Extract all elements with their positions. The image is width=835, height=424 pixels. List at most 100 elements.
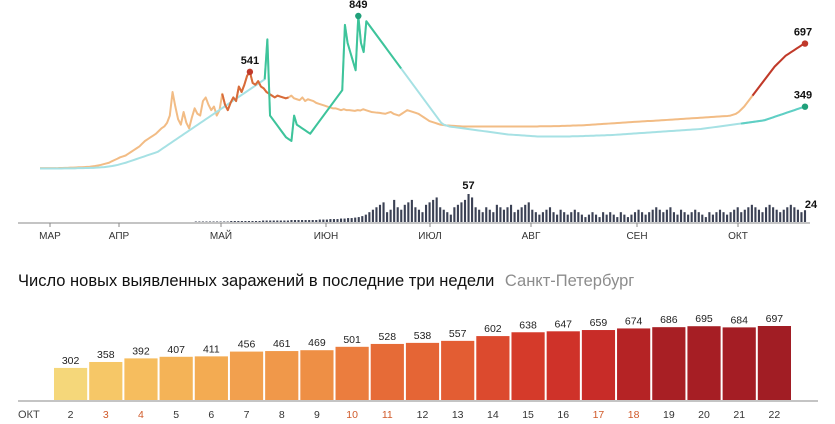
top-bar (329, 219, 332, 222)
bottom-x-tick-label: 2 (68, 409, 74, 421)
top-bar (740, 212, 743, 222)
top-callout-dot (355, 12, 362, 20)
chart-title: Число новых выявленных заражений в после… (18, 272, 495, 290)
top-bar (265, 220, 268, 222)
bottom-bar (722, 327, 756, 400)
top-x-tick-label: ИЮН (314, 231, 339, 242)
bottom-bars: 302 2 358 3 392 4 407 5 411 6 456 7 461 8 469 9 501 10 528… (54, 313, 791, 421)
top-bar (499, 207, 502, 222)
top-bar (233, 221, 236, 222)
top-callout-label: 349 (794, 90, 812, 102)
top-bar (435, 197, 438, 222)
bottom-bar (89, 361, 123, 400)
top-bar (364, 214, 367, 222)
bottom-bar-value-label: 695 (695, 313, 713, 325)
top-bar (563, 212, 566, 222)
bottom-bar-value-label: 659 (590, 317, 608, 329)
top-bar (733, 209, 736, 222)
top-x-tick-label: СЕН (626, 231, 647, 242)
bottom-bar-value-label: 602 (484, 323, 502, 335)
top-bar (407, 202, 410, 222)
top-bar (389, 209, 392, 222)
top-bar-callout-label: 24 (805, 199, 818, 211)
bottom-x-tick-label: 21 (733, 409, 745, 421)
top-series-0-recent-segment (751, 42, 806, 97)
bottom-bar-value-label: 411 (203, 343, 220, 355)
top-bar (701, 214, 704, 222)
bottom-bar-value-label: 461 (273, 338, 291, 350)
bottom-x-tick-label: 4 (138, 409, 144, 421)
top-bar (694, 209, 697, 222)
top-x-tick-label: ИЮЛ (418, 231, 441, 242)
top-bar (481, 212, 484, 222)
bottom-bar-value-label: 684 (730, 314, 748, 326)
top-bar (237, 221, 240, 222)
top-bar (708, 212, 711, 222)
top-bar (269, 220, 272, 222)
top-bar (669, 207, 672, 222)
top-bar (665, 209, 668, 222)
top-bar (262, 220, 265, 222)
bottom-x-tick-label: 14 (487, 409, 499, 421)
bottom-bar-value-label: 456 (238, 339, 256, 351)
top-bar (672, 212, 676, 222)
top-bar (609, 212, 612, 222)
top-bar (485, 207, 488, 222)
bottom-bar-chart: ОКТ 302 2 358 3 392 4 407 5 411 6 456 7 461 8 469 9 501 1… (18, 313, 818, 421)
bottom-bar-value-label: 647 (554, 318, 572, 330)
bottom-bar-value-label: 557 (449, 328, 467, 340)
top-bar (531, 209, 534, 222)
bottom-x-tick-label: 13 (452, 409, 464, 421)
top-bar (343, 218, 346, 222)
top-bar (332, 219, 336, 222)
top-bar (325, 219, 328, 222)
top-bar (347, 218, 350, 222)
bottom-x-tick-label: 19 (663, 409, 675, 421)
top-callout-label: 849 (349, 0, 367, 11)
top-bar (247, 221, 251, 222)
bottom-bar-value-label: 638 (519, 319, 537, 331)
top-bar (697, 212, 700, 222)
top-bar (488, 209, 491, 222)
top-bar (336, 219, 339, 222)
top-bar (644, 214, 647, 222)
top-bar (304, 220, 307, 222)
top-bar (641, 212, 644, 222)
bottom-bar (441, 340, 475, 400)
top-bar (782, 209, 785, 222)
top-lines (40, 15, 806, 170)
top-bar (626, 217, 629, 222)
bottom-bar (159, 356, 193, 400)
bottom-x-tick-label: 7 (244, 409, 250, 421)
bottom-x-tick-label: 18 (628, 409, 640, 421)
bottom-bar-value-label: 469 (308, 337, 326, 349)
bottom-bar-value-label: 302 (62, 355, 80, 367)
top-bar (570, 212, 573, 222)
top-callouts: 541 697 849 349 (241, 0, 812, 110)
top-bar (754, 207, 757, 222)
top-bar (637, 209, 640, 222)
top-bar (548, 207, 552, 222)
top-bar (768, 204, 771, 222)
top-bar (612, 214, 615, 222)
top-callout-dot (246, 68, 254, 76)
top-bar (230, 221, 233, 222)
top-bar (715, 212, 718, 222)
top-bar (775, 209, 778, 222)
top-bar (772, 207, 775, 222)
top-bar (453, 207, 456, 222)
top-bar (545, 209, 548, 222)
top-callout-dot (801, 40, 809, 47)
bottom-bar-value-label: 686 (660, 314, 678, 326)
top-bar (439, 207, 442, 222)
top-bar (400, 209, 403, 222)
top-bar (308, 220, 311, 222)
top-bar (357, 217, 360, 222)
top-bar (757, 209, 761, 222)
top-bar (368, 212, 371, 222)
top-bar (726, 214, 729, 222)
top-bar (290, 220, 293, 222)
top-bar (789, 204, 792, 222)
bottom-bar (370, 343, 404, 400)
top-bar (258, 221, 261, 222)
